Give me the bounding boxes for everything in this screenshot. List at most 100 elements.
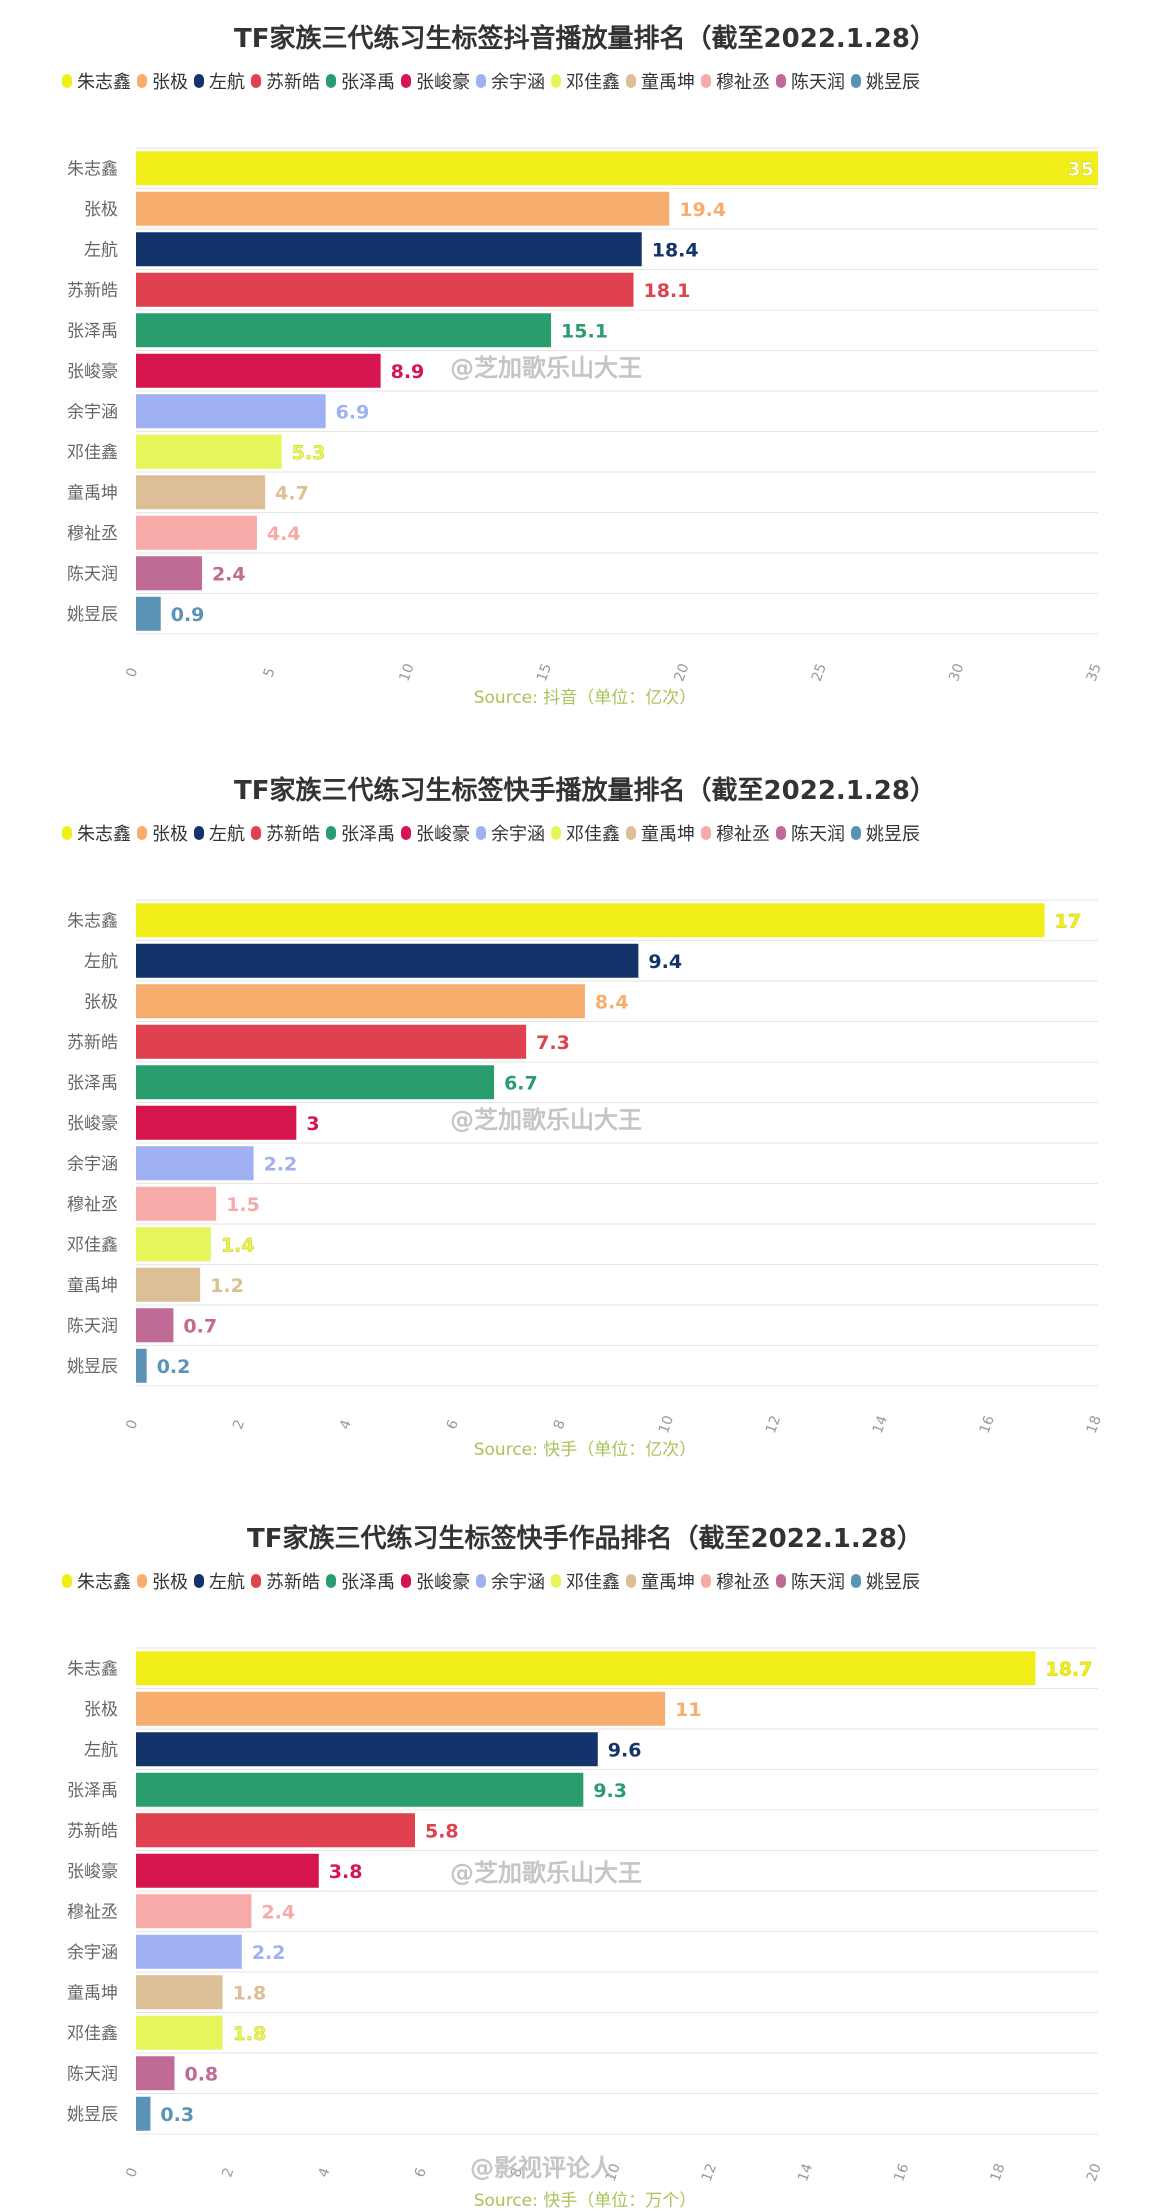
legend-label: 左航 xyxy=(209,1572,245,1593)
bar[interactable] xyxy=(136,1975,223,2010)
legend-entry[interactable]: 苏新皓 xyxy=(251,68,320,94)
legend-swatch xyxy=(326,74,336,88)
bar[interactable] xyxy=(136,2015,223,2050)
legend-entry[interactable]: 朱志鑫 xyxy=(62,68,131,94)
legend-entry[interactable]: 张峻豪 xyxy=(401,68,470,94)
bar[interactable] xyxy=(136,151,1098,186)
bar[interactable] xyxy=(136,903,1045,938)
legend-entry[interactable]: 张峻豪 xyxy=(401,820,470,846)
legend-entry[interactable]: 穆祉丞 xyxy=(701,820,770,846)
bar[interactable] xyxy=(136,556,202,591)
legend-entry[interactable]: 童禹坤 xyxy=(626,820,695,846)
legend-entry[interactable]: 陈天润 xyxy=(776,68,845,94)
bar[interactable] xyxy=(136,1348,147,1383)
value-label: 4.4 xyxy=(267,523,301,545)
legend-entry[interactable]: 张泽禹 xyxy=(326,820,395,846)
legend-entry[interactable]: 邓佳鑫 xyxy=(551,1568,620,1594)
bar[interactable] xyxy=(136,1227,211,1262)
bar[interactable] xyxy=(136,1691,666,1726)
legend-entry[interactable]: 朱志鑫 xyxy=(62,820,131,846)
value-label: 3.8 xyxy=(329,1861,363,1883)
bar[interactable] xyxy=(136,1894,252,1929)
legend-entry[interactable]: 邓佳鑫 xyxy=(551,820,620,846)
bar[interactable] xyxy=(136,1065,495,1100)
bar[interactable] xyxy=(136,191,670,226)
legend-swatch xyxy=(626,1574,636,1588)
bar[interactable] xyxy=(136,272,634,307)
legend-swatch xyxy=(326,1574,336,1588)
bar[interactable] xyxy=(136,596,161,631)
legend-label: 苏新皓 xyxy=(266,1572,320,1593)
legend-entry[interactable]: 左航 xyxy=(194,1568,245,1594)
bar[interactable] xyxy=(136,984,585,1019)
legend-entry[interactable]: 邓佳鑫 xyxy=(551,68,620,94)
legend-entry[interactable]: 姚昱辰 xyxy=(851,1568,920,1594)
legend-label: 张峻豪 xyxy=(416,72,470,93)
legend-entry[interactable]: 张极 xyxy=(137,1568,188,1594)
legend-entry[interactable]: 苏新皓 xyxy=(251,820,320,846)
x-tick-label: 20 xyxy=(671,662,692,684)
bar[interactable] xyxy=(136,1308,174,1343)
watermark: @芝加歌乐山大王 xyxy=(450,354,642,382)
bar[interactable] xyxy=(136,1934,242,1969)
value-label: 35 xyxy=(1068,158,1094,180)
legend-entry[interactable]: 穆祉丞 xyxy=(701,68,770,94)
bar[interactable] xyxy=(136,2056,175,2091)
legend-entry[interactable]: 童禹坤 xyxy=(626,1568,695,1594)
x-tick-label: 0 xyxy=(123,2166,141,2180)
bar[interactable] xyxy=(136,943,639,978)
category-label: 姚昱辰 xyxy=(67,605,118,625)
bar[interactable] xyxy=(136,1146,254,1181)
value-label: 19.4 xyxy=(679,199,726,221)
bar[interactable] xyxy=(136,232,642,267)
legend-entry[interactable]: 张极 xyxy=(137,820,188,846)
legend-entry[interactable]: 左航 xyxy=(194,68,245,94)
bar[interactable] xyxy=(136,394,326,429)
legend-label: 张峻豪 xyxy=(416,824,470,845)
legend-entry[interactable]: 姚昱辰 xyxy=(851,68,920,94)
x-tick-label: 18 xyxy=(1084,1414,1105,1436)
legend-entry[interactable]: 朱志鑫 xyxy=(62,1568,131,1594)
legend-entry[interactable]: 苏新皓 xyxy=(251,1568,320,1594)
bar[interactable] xyxy=(136,475,266,510)
bar[interactable] xyxy=(136,1267,201,1302)
legend-entry[interactable]: 张极 xyxy=(137,68,188,94)
legend-entry[interactable]: 童禹坤 xyxy=(626,68,695,94)
bar[interactable] xyxy=(136,1024,527,1059)
bar[interactable] xyxy=(136,515,257,550)
legend-entry[interactable]: 余宇涵 xyxy=(476,820,545,846)
bar[interactable] xyxy=(136,434,282,469)
legend-entry[interactable]: 穆祉丞 xyxy=(701,1568,770,1594)
bar[interactable] xyxy=(136,1813,415,1848)
value-label: 1.8 xyxy=(233,2023,267,2045)
bar[interactable] xyxy=(136,1105,297,1140)
bar[interactable] xyxy=(136,1732,598,1767)
legend-entry[interactable]: 张峻豪 xyxy=(401,1568,470,1594)
legend-swatch xyxy=(701,1574,711,1588)
bar[interactable] xyxy=(136,1651,1036,1686)
bar[interactable] xyxy=(136,1853,319,1888)
bar[interactable] xyxy=(136,1772,584,1807)
legend-entry[interactable]: 姚昱辰 xyxy=(851,820,920,846)
legend-entry[interactable]: 左航 xyxy=(194,820,245,846)
category-label: 陈天润 xyxy=(67,2064,118,2084)
legend-entry[interactable]: 余宇涵 xyxy=(476,68,545,94)
bar[interactable] xyxy=(136,353,381,388)
legend-entry[interactable]: 陈天润 xyxy=(776,820,845,846)
bar[interactable] xyxy=(136,2096,151,2131)
legend-entry[interactable]: 张泽禹 xyxy=(326,68,395,94)
category-label: 邓佳鑫 xyxy=(67,443,118,463)
bar[interactable] xyxy=(136,313,552,348)
value-label: 5.3 xyxy=(292,442,326,464)
category-label: 张泽禹 xyxy=(67,1073,118,1093)
legend-swatch xyxy=(62,74,72,88)
legend-label: 张泽禹 xyxy=(341,1572,395,1593)
legend-entry[interactable]: 张泽禹 xyxy=(326,1568,395,1594)
x-tick-label: 15 xyxy=(534,662,555,684)
legend-label: 陈天润 xyxy=(791,72,845,93)
legend-entry[interactable]: 陈天润 xyxy=(776,1568,845,1594)
chart-kuaishou-works: TF家族三代练习生标签快手作品排名（截至2022.1.28） 朱志鑫 张极 左航 苏新… xyxy=(0,1518,1170,2211)
bar[interactable] xyxy=(136,1186,217,1221)
legend-entry[interactable]: 余宇涵 xyxy=(476,1568,545,1594)
value-label: 9.6 xyxy=(608,1739,642,1761)
